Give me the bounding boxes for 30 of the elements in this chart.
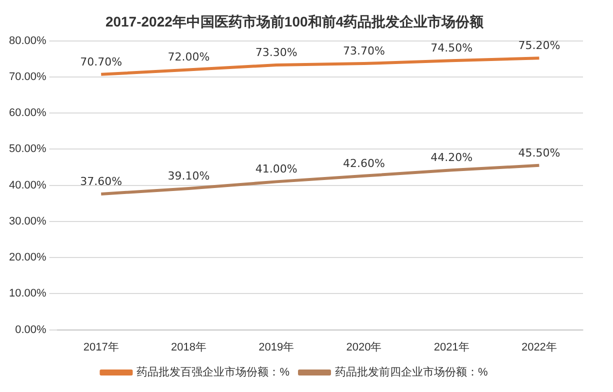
data-label: 39.10% <box>168 169 210 182</box>
x-tick-label: 2017年 <box>83 341 119 354</box>
data-label: 70.70% <box>80 55 122 68</box>
y-tick-label: 10.00% <box>8 288 47 300</box>
data-label: 44.20% <box>430 150 473 164</box>
x-tick-label: 2022年 <box>521 341 557 354</box>
x-tick-label: 2020年 <box>346 341 382 354</box>
data-label: 74.50% <box>430 42 473 55</box>
chart-title: 2017-2022年中国医药市场前100和前4药品批发企业市场份额 <box>105 13 485 30</box>
data-label: 73.30% <box>255 46 298 59</box>
data-label: 41.00% <box>255 162 298 176</box>
data-label: 75.20% <box>518 39 560 52</box>
data-label: 45.50% <box>518 146 560 160</box>
y-tick-label: 0.00% <box>15 324 47 336</box>
y-tick-label: 40.00% <box>8 179 47 192</box>
legend-label: 药品批发前四企业市场份额：% <box>335 366 488 379</box>
data-label: 42.60% <box>342 156 385 170</box>
x-tick-label: 2019年 <box>258 341 294 354</box>
data-label: 73.70% <box>342 44 385 58</box>
y-tick-label: 80.00% <box>8 34 47 47</box>
legend-label: 药品批发百强企业市场份额：% <box>136 366 290 379</box>
y-tick-label: 70.00% <box>8 70 47 83</box>
y-tick-label: 50.00% <box>8 143 47 156</box>
x-tick-label: 2018年 <box>170 341 206 354</box>
x-tick-label: 2021年 <box>434 341 470 354</box>
data-label: 72.00% <box>168 50 210 64</box>
y-tick-label: 30.00% <box>8 215 47 228</box>
y-tick-label: 20.00% <box>8 252 47 264</box>
y-tick-label: 60.00% <box>8 107 47 120</box>
data-label: 37.60% <box>80 174 122 188</box>
